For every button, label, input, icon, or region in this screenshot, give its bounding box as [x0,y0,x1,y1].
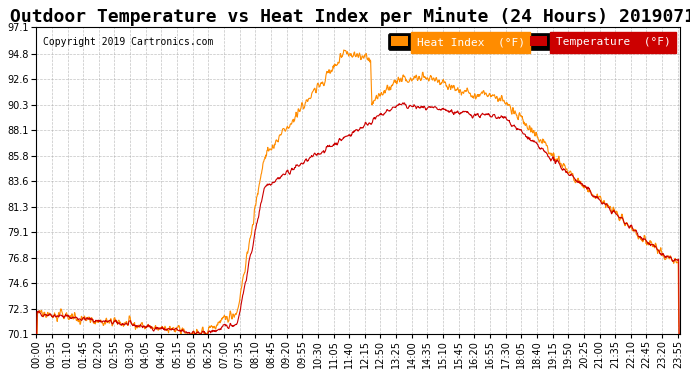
Title: Outdoor Temperature vs Heat Index per Minute (24 Hours) 20190715: Outdoor Temperature vs Heat Index per Mi… [10,7,690,26]
Legend: Heat Index  (°F), Temperature  (°F): Heat Index (°F), Temperature (°F) [388,33,674,51]
Text: Copyright 2019 Cartronics.com: Copyright 2019 Cartronics.com [43,37,213,47]
